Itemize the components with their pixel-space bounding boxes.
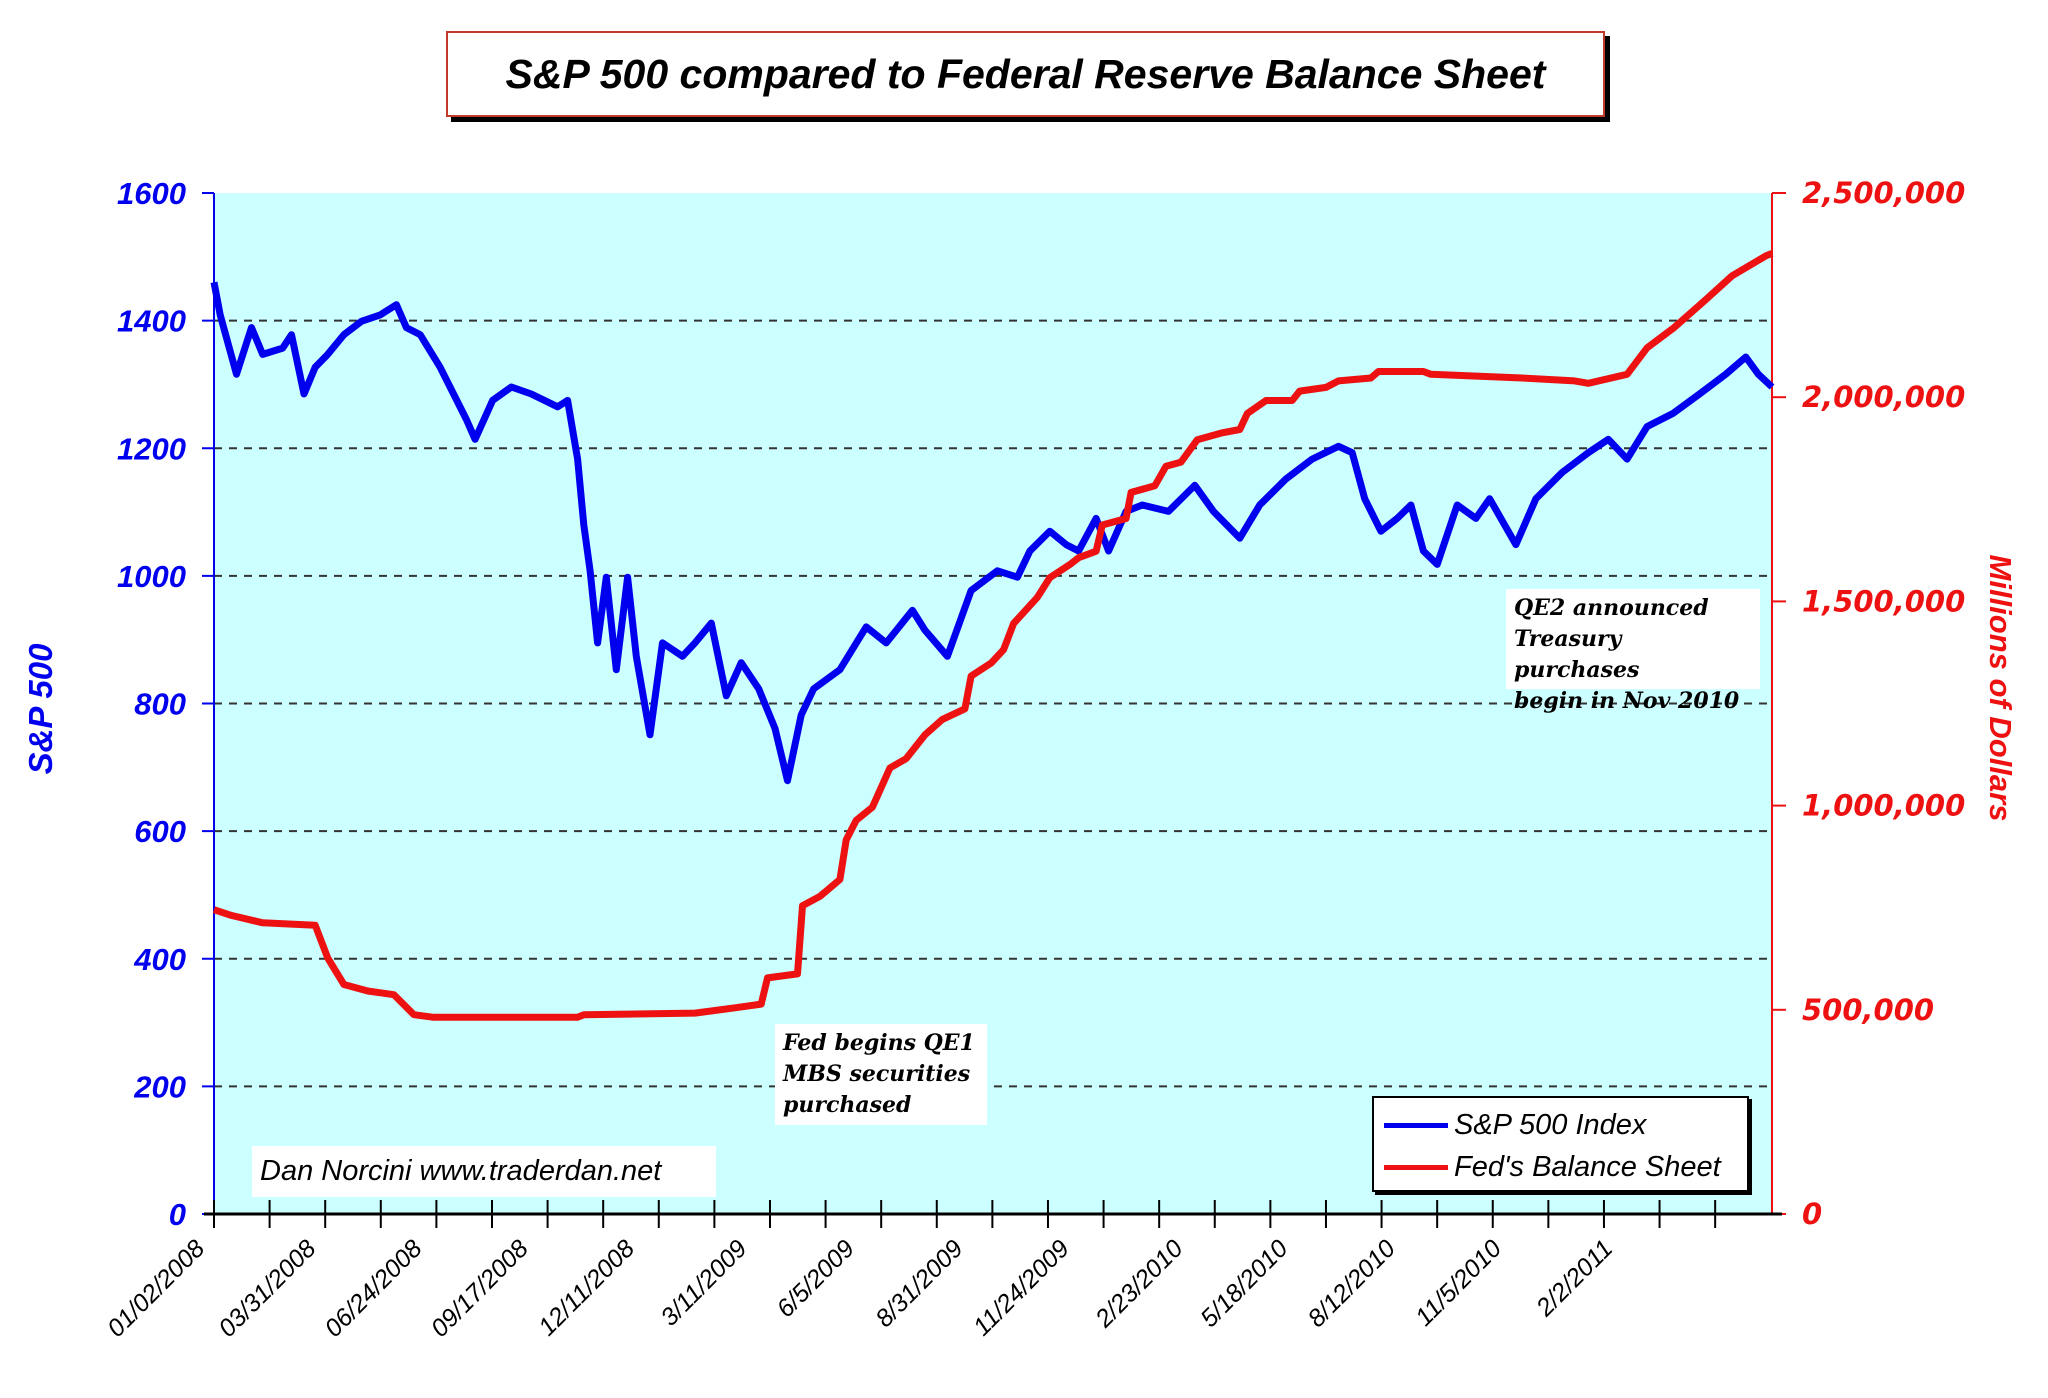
qe1-line: Fed begins QE1 xyxy=(783,1030,975,1056)
y-tick-label: 600 xyxy=(134,814,186,849)
y-tick-label: 1200 xyxy=(117,431,186,466)
y-tick-label: 800 xyxy=(134,687,186,722)
legend-swatch xyxy=(1384,1122,1448,1128)
x-tick-label: 12/11/2008 xyxy=(533,1234,640,1341)
legend-swatch xyxy=(1384,1164,1448,1170)
chart-title: S&P 500 compared to Federal Reserve Bala… xyxy=(505,50,1546,97)
y-tick-label: 1400 xyxy=(117,304,186,339)
y-tick-label: 1000 xyxy=(117,559,186,594)
y-tick-label: 400 xyxy=(133,942,186,977)
x-tick-label: 11/5/2010 xyxy=(1410,1234,1507,1331)
x-tick-label: 06/24/2008 xyxy=(319,1234,427,1342)
legend-item-fed: Fed's Balance Sheet xyxy=(1384,1146,1737,1188)
y-tick-label: 0 xyxy=(169,1197,186,1232)
qe2-annotation: QE2 announced Treasury purchases begin i… xyxy=(1506,589,1760,714)
y2-tick-label: 1,000,000 xyxy=(1802,789,1965,823)
y2-tick-label: 2,000,000 xyxy=(1802,380,1965,414)
y-tick-label: 1600 xyxy=(117,176,186,211)
legend: S&P 500 Index Fed's Balance Sheet xyxy=(1372,1096,1749,1192)
y2-axis-title: Millions of Dollars xyxy=(1983,555,2018,822)
x-tick-label: 2/23/2010 xyxy=(1089,1234,1188,1333)
qe1-line: purchased xyxy=(783,1092,912,1118)
y-axis-title: S&P 500 xyxy=(22,643,59,775)
x-tick-label: 03/31/2008 xyxy=(213,1234,321,1342)
x-tick-label: 8/12/2010 xyxy=(1302,1234,1401,1333)
qe2-line: QE2 announced xyxy=(1514,595,1709,621)
qe2-line: begin in Nov 2010 xyxy=(1514,688,1740,714)
y2-tick-label: 500,000 xyxy=(1802,993,1934,1027)
x-tick-label: 3/11/2009 xyxy=(655,1234,752,1331)
legend-label: Fed's Balance Sheet xyxy=(1454,1150,1721,1183)
legend-label: S&P 500 Index xyxy=(1454,1108,1647,1141)
chart-title-box: S&P 500 compared to Federal Reserve Bala… xyxy=(446,31,1605,117)
qe1-annotation: Fed begins QE1 MBS securities purchased xyxy=(775,1024,987,1125)
credit-text: Dan Norcini www.traderdan.net xyxy=(252,1146,716,1197)
legend-item-sp500: S&P 500 Index xyxy=(1384,1104,1737,1146)
y2-tick-label: 2,500,000 xyxy=(1802,176,1965,210)
y2-tick-label: 0 xyxy=(1802,1197,1822,1231)
y-tick-label: 200 xyxy=(133,1069,186,1104)
x-tick-label: 11/24/2009 xyxy=(968,1234,1075,1341)
x-tick-label: 5/18/2010 xyxy=(1195,1234,1294,1333)
x-tick-label: 09/17/2008 xyxy=(426,1234,534,1342)
qe2-line: Treasury purchases xyxy=(1514,626,1640,683)
x-tick-label: 01/02/2008 xyxy=(102,1234,210,1342)
fed-balance-line xyxy=(212,250,1774,1021)
x-tick-label: 8/31/2009 xyxy=(870,1234,969,1333)
sp500-line xyxy=(210,281,1775,785)
x-tick-label: 2/2/2011 xyxy=(1530,1234,1618,1322)
x-tick-label: 6/5/2009 xyxy=(771,1234,860,1323)
qe1-line: MBS securities xyxy=(783,1061,971,1087)
y2-tick-label: 1,500,000 xyxy=(1802,584,1965,618)
